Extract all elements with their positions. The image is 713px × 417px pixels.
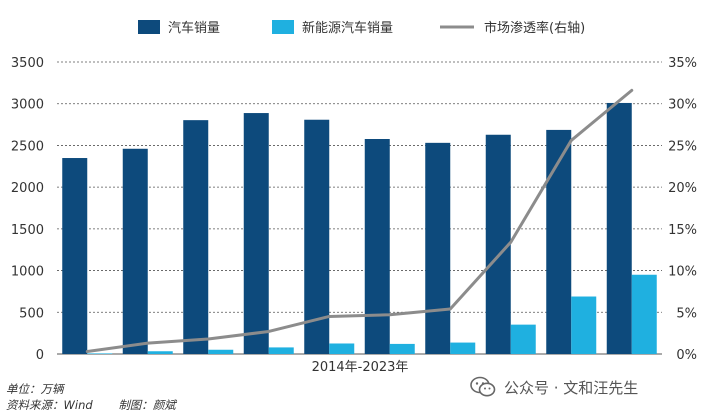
legend-swatch [138,20,160,34]
bar-nev-sales [87,353,113,354]
y-left-tick-label: 2500 [11,139,44,154]
watermark: 公众号 · 文和汪先生 [470,374,638,400]
legend-label: 新能源汽车销量 [302,20,393,36]
y-left-tick-label: 0 [36,348,44,363]
legend: 汽车销量 新能源汽车销量 市场渗透率(右轴) [138,20,585,36]
bar-car-sales [546,129,572,354]
bar-nev-sales [268,347,294,354]
legend-item: 市场渗透率(右轴) [440,20,585,36]
y-left-tick-label: 3000 [11,98,44,113]
y-axis-right: 0% 5% 10% 15% 20% 25% 30% 35% [668,56,697,363]
bar-car-sales [243,113,269,354]
bar-car-sales [425,142,451,354]
legend-item: 汽车销量 [138,20,220,36]
y-right-tick-label: 5% [676,306,697,321]
legend-item: 新能源汽车销量 [272,20,393,36]
y-left-tick-label: 3500 [11,56,44,71]
legend-swatch [272,20,294,34]
made-by-text: 制图：颜斌 [118,398,176,412]
bar-nev-sales [389,343,415,354]
bar-nev-sales [208,349,234,354]
wechat-icon [470,376,496,397]
bar-car-sales [304,119,330,354]
legend-label: 汽车销量 [168,20,220,36]
y-left-tick-label: 500 [19,306,44,321]
bar-car-sales [485,134,511,354]
penetration-rate-line [85,88,634,353]
y-right-tick-label: 30% [668,98,697,113]
line-layer [85,88,634,353]
y-right-tick-label: 20% [668,181,697,196]
bar-car-sales [122,148,148,354]
y-left-tick-label: 1000 [11,265,44,280]
bar-car-sales [62,158,88,354]
x-axis-caption: 2014年-2023年 [312,360,409,375]
legend-label: 市场渗透率(右轴) [484,20,585,36]
bar-car-sales [606,102,632,354]
y-left-tick-label: 1500 [11,223,44,238]
y-right-tick-label: 10% [668,265,697,280]
bar-nev-sales [631,274,657,354]
bar-car-sales [364,139,390,354]
bar-nev-sales [510,324,536,354]
bar-nev-sales [571,296,597,354]
source-text: 资料来源：Wind [6,398,93,412]
y-right-tick-label: 15% [668,223,697,238]
unit-note: 单位：万辆 [6,382,64,396]
bar-layer [62,102,657,354]
bar-nev-sales [450,342,476,354]
bar-nev-sales [329,343,355,354]
watermark-text: 公众号 · 文和汪先生 [504,378,639,397]
y-left-tick-label: 2000 [11,181,44,196]
y-right-tick-label: 35% [668,56,697,71]
y-axis-left: 0 500 1000 1500 2000 2500 3000 3500 [11,56,44,363]
source-note: 资料来源：Wind 制图：颜斌 [6,397,198,413]
bar-nev-sales [147,351,173,354]
y-right-tick-label: 25% [668,139,697,154]
y-right-tick-label: 0% [676,348,697,363]
bar-car-sales [183,120,209,354]
